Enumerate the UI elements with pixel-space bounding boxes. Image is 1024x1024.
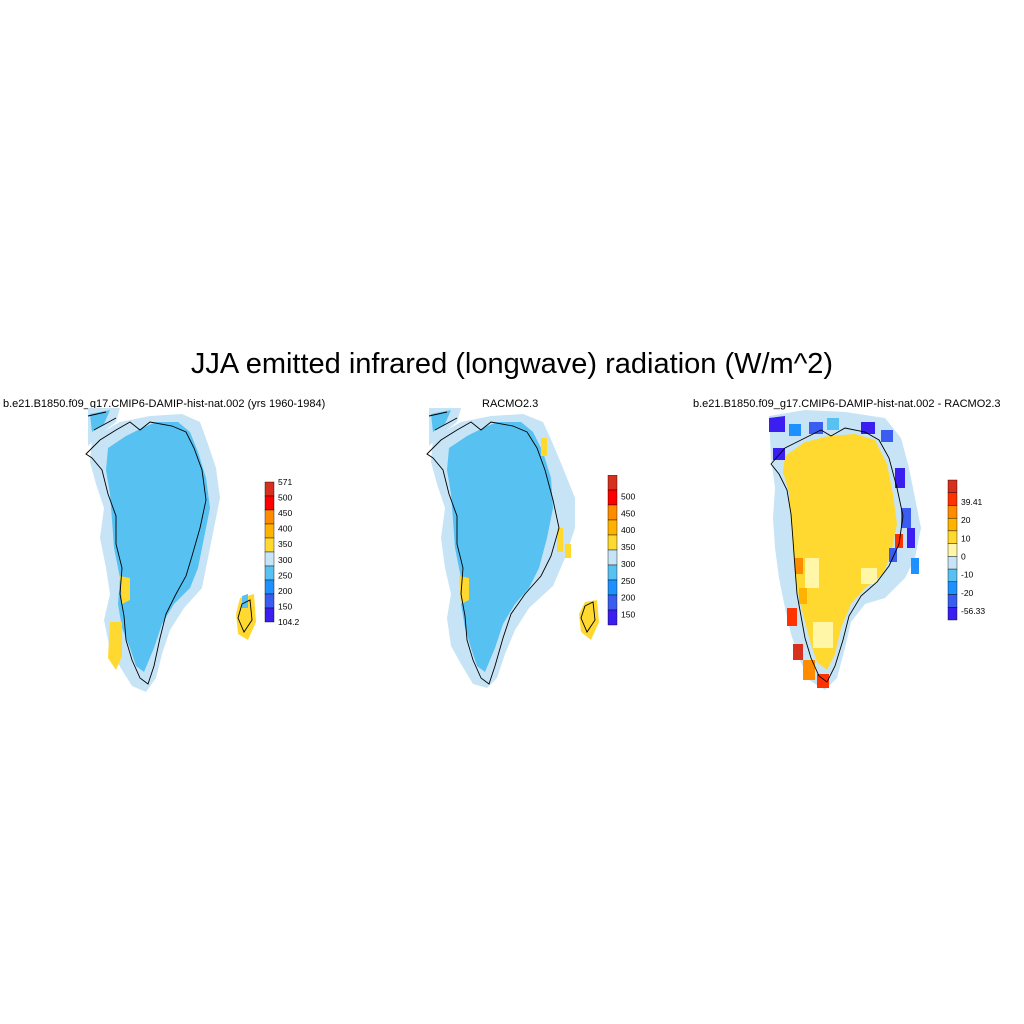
colorbar-box — [607, 594, 618, 611]
panel-3-map — [769, 410, 921, 690]
colorbar-box — [264, 593, 275, 609]
panel-3-colorbar: 39.41 20 10 0 -10 -20 -56.33 — [947, 479, 985, 621]
colorbar-tick-label: 300 — [621, 559, 635, 569]
colorbar-box — [947, 543, 958, 557]
colorbar-box — [947, 505, 958, 519]
colorbar-tick-label: 10 — [961, 533, 971, 543]
figure-title: JJA emitted infrared (longwave) radiatio… — [190, 348, 834, 380]
colorbar-box — [264, 565, 275, 581]
colorbar-box — [607, 579, 618, 596]
colorbar-box — [607, 534, 618, 551]
panel-1-map — [85, 408, 256, 692]
panel-1-field — [88, 408, 256, 692]
panel-3-title: b.e21.B1850.f09_g17.CMIP6-DAMIP-hist-nat… — [693, 398, 1001, 410]
panel-1-colorbar: 571 500 450 400 350 300 250 200 150 104.2 — [264, 477, 300, 627]
colorbar-box — [264, 537, 275, 553]
colorbar-box — [264, 551, 275, 567]
panel-1-title: b.e21.B1850.f09_g17.CMIP6-DAMIP-hist-nat… — [3, 398, 326, 410]
colorbar-box — [947, 530, 958, 544]
colorbar-box — [264, 579, 275, 595]
colorbar-tick-label: -56.33 — [961, 606, 985, 616]
colorbar-box — [264, 509, 275, 525]
colorbar-box — [947, 607, 958, 621]
panel-2-title: RACMO2.3 — [482, 398, 539, 410]
colorbar-box — [607, 609, 618, 626]
colorbar-tick-label: 250 — [278, 570, 292, 580]
panel-2-map — [426, 408, 599, 688]
colorbar-tick-label: 350 — [621, 542, 635, 552]
colorbar-box — [947, 568, 958, 583]
colorbar-box — [607, 519, 618, 536]
colorbar-box — [607, 549, 618, 566]
panel-2-colorbar: 500 450 400 350 300 250 200 150 — [607, 475, 635, 626]
colorbar-tick-label: 200 — [278, 586, 292, 596]
panel-2-coastline — [426, 421, 560, 685]
panel-3-coastline — [770, 427, 904, 683]
colorbar-box — [607, 564, 618, 581]
colorbar-tick-label: 39.41 — [961, 497, 983, 507]
colorbar-tick-label: 450 — [278, 508, 292, 518]
colorbar-tick-label: 500 — [621, 491, 635, 501]
colorbar-box — [607, 504, 618, 521]
colorbar-tick-label: 0 — [961, 552, 966, 562]
panel-3-field — [769, 410, 921, 690]
colorbar-box — [264, 523, 275, 539]
colorbar-tick-label: 500 — [278, 493, 292, 503]
colorbar-tick-label: 400 — [278, 524, 292, 534]
colorbar-tick-label: 400 — [621, 525, 635, 535]
panel-1-coastline — [85, 421, 207, 685]
panel-2-field — [429, 408, 599, 688]
colorbar-tick-label: 150 — [278, 601, 292, 611]
colorbar-tick-label: 250 — [621, 576, 635, 586]
colorbar-tick-label: 300 — [278, 555, 292, 565]
colorbar-tick-label: 104.2 — [278, 617, 300, 627]
colorbar-box — [264, 481, 275, 497]
colorbar-tick-label: -20 — [961, 588, 974, 598]
colorbar-tick-label: 571 — [278, 477, 292, 487]
colorbar-box — [607, 489, 618, 506]
colorbar-tick-label: -10 — [961, 570, 974, 580]
colorbar-box — [607, 475, 618, 491]
colorbar-box — [947, 479, 958, 493]
colorbar-tick-label: 20 — [961, 515, 971, 525]
colorbar-box — [264, 607, 275, 623]
colorbar-box — [947, 492, 958, 506]
colorbar-box — [264, 495, 275, 511]
colorbar-tick-label: 150 — [621, 610, 635, 620]
colorbar-tick-label: 200 — [621, 593, 635, 603]
colorbar-tick-label: 350 — [278, 539, 292, 549]
colorbar-box — [947, 556, 958, 570]
colorbar-box — [947, 581, 958, 595]
colorbar-box — [947, 594, 958, 608]
colorbar-tick-label: 450 — [621, 508, 635, 518]
colorbar-box — [947, 517, 958, 532]
